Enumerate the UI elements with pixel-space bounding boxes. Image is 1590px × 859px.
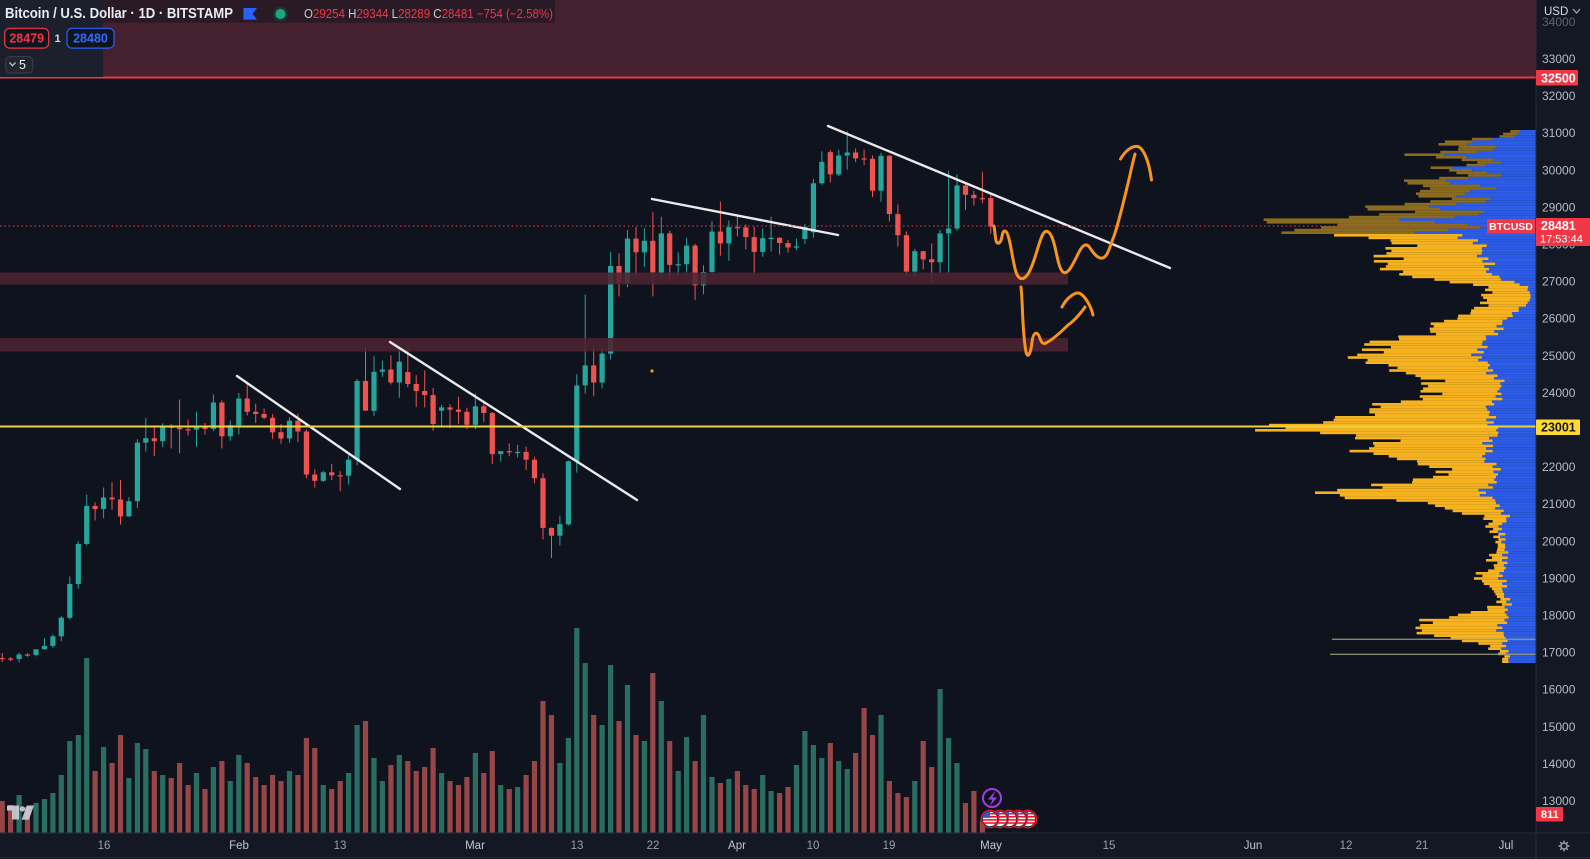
svg-text:23001: 23001	[1541, 421, 1576, 435]
svg-text:27000: 27000	[1542, 275, 1576, 289]
svg-text:O29254 H29344 L28289 C28481 −7: O29254 H29344 L28289 C28481 −754 (−2.58%…	[304, 7, 553, 21]
svg-text:28479: 28479	[9, 31, 44, 45]
svg-text:13: 13	[571, 840, 584, 852]
svg-text:17000: 17000	[1542, 646, 1576, 660]
svg-text:1: 1	[54, 33, 60, 45]
svg-text:16000: 16000	[1542, 683, 1576, 697]
svg-text:17:53:44: 17:53:44	[1540, 234, 1583, 246]
svg-text:22000: 22000	[1542, 460, 1576, 474]
svg-text:26000: 26000	[1542, 312, 1576, 326]
svg-text:USD: USD	[1544, 6, 1568, 18]
svg-text:32500: 32500	[1541, 72, 1576, 86]
svg-text:21: 21	[1416, 840, 1429, 852]
svg-text:33000: 33000	[1542, 52, 1576, 66]
svg-text:May: May	[980, 840, 1002, 852]
svg-text:16: 16	[98, 840, 111, 852]
svg-text:BTCUSD: BTCUSD	[1489, 221, 1533, 233]
svg-text:10: 10	[807, 840, 820, 852]
svg-text:28481: 28481	[1541, 219, 1576, 233]
svg-text:Apr: Apr	[728, 840, 746, 852]
svg-text:34000: 34000	[1542, 15, 1576, 29]
svg-text:Jul: Jul	[1499, 840, 1514, 852]
svg-text:13: 13	[334, 840, 347, 852]
svg-text:Mar: Mar	[465, 840, 485, 852]
svg-text:15: 15	[1103, 840, 1116, 852]
svg-text:19000: 19000	[1542, 571, 1576, 585]
svg-text:14000: 14000	[1542, 757, 1576, 771]
svg-text:30000: 30000	[1542, 163, 1576, 177]
svg-text:15000: 15000	[1542, 720, 1576, 734]
svg-text:5: 5	[19, 58, 26, 72]
svg-text:12: 12	[1340, 840, 1353, 852]
svg-text:31000: 31000	[1542, 126, 1576, 140]
svg-text:20000: 20000	[1542, 534, 1576, 548]
svg-text:22: 22	[647, 840, 660, 852]
svg-text:Bitcoin / U.S. Dollar · 1D · B: Bitcoin / U.S. Dollar · 1D · BITSTAMP	[5, 5, 233, 22]
svg-text:18000: 18000	[1542, 609, 1576, 623]
svg-text:29000: 29000	[1542, 200, 1576, 214]
svg-text:Jun: Jun	[1244, 840, 1263, 852]
svg-text:811: 811	[1541, 809, 1559, 821]
svg-text:Feb: Feb	[229, 840, 249, 852]
svg-text:28480: 28480	[73, 31, 108, 45]
svg-text:21000: 21000	[1542, 497, 1576, 511]
svg-text:24000: 24000	[1542, 386, 1576, 400]
svg-text:19: 19	[883, 840, 896, 852]
svg-text:25000: 25000	[1542, 349, 1576, 363]
svg-text:13000: 13000	[1542, 794, 1576, 808]
svg-text:32000: 32000	[1542, 89, 1576, 103]
